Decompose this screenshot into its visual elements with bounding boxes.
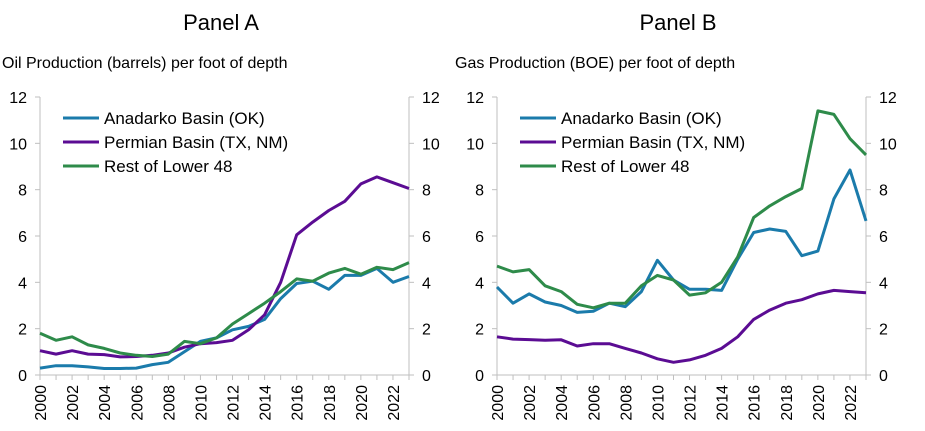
panel-b-legend-label: Rest of Lower 48 xyxy=(561,157,690,176)
panel-a-legend-label: Permian Basin (TX, NM) xyxy=(104,133,288,152)
panel-b-ytick-label-right: 10 xyxy=(879,136,897,153)
panel-b-xtick-label: 2008 xyxy=(618,385,635,421)
panel-b-series-anadarko-basin-ok xyxy=(495,168,868,314)
panel-a-xtick-label: 2010 xyxy=(193,385,210,421)
panel-b-ytick-label-left: 8 xyxy=(475,183,484,200)
panel-b-legend-label: Permian Basin (TX, NM) xyxy=(561,133,745,152)
panel-b-series-permian-basin-tx-nm xyxy=(496,288,867,364)
panel-a-subtitle: Oil Production (barrels) per foot of dep… xyxy=(2,55,287,72)
panel-a-legend-label: Anadarko Basin (OK) xyxy=(104,109,265,128)
panel-a-ytick-label-left: 10 xyxy=(9,136,27,153)
panel-b-ytick-label-left: 2 xyxy=(475,322,484,339)
panel-a-ytick-label-right: 8 xyxy=(422,183,431,200)
panel-a-ytick-label-left: 4 xyxy=(18,275,27,292)
panel-a-xtick-label: 2020 xyxy=(354,385,371,421)
panel-a-xtick-label: 2008 xyxy=(161,385,178,421)
panel-a-title: Panel A xyxy=(183,10,259,35)
panel-b-xtick-label: 2010 xyxy=(650,385,667,421)
panel-b-ytick-label-left: 4 xyxy=(475,275,484,292)
panel-b-xtick-label: 2022 xyxy=(843,385,860,421)
panel-b-xtick-label: 2020 xyxy=(811,385,828,421)
panel-a-ytick-label-right: 6 xyxy=(422,229,431,246)
panel-a-ytick-label-right: 4 xyxy=(422,275,431,292)
panel-b-xtick-label: 2014 xyxy=(715,385,732,421)
panel-b-xtick-label: 2012 xyxy=(683,385,700,421)
panel-b-xtick-label: 2018 xyxy=(779,385,796,421)
panel-a-ytick-label-right: 10 xyxy=(422,136,440,153)
panel-a-xtick-label: 2012 xyxy=(226,385,243,421)
panel-a-ytick-label-left: 0 xyxy=(18,368,27,385)
panel-b-xtick-label: 2004 xyxy=(554,385,571,421)
panel-b-ytick-label-right: 8 xyxy=(879,183,888,200)
panel-b-ytick-label-left: 10 xyxy=(466,136,484,153)
panel-a-ytick-label-right: 2 xyxy=(422,322,431,339)
panel-b-legend-label: Anadarko Basin (OK) xyxy=(561,109,722,128)
panel-b-title: Panel B xyxy=(639,10,716,35)
panel-a-xtick-label: 2000 xyxy=(33,385,50,421)
panel-b-series-rest-of-lower-48 xyxy=(496,109,868,310)
panel-a-xtick-label: 2006 xyxy=(129,385,146,421)
panel-a-ytick-label-left: 12 xyxy=(9,90,27,107)
panel-a-ytick-label-left: 8 xyxy=(18,183,27,200)
panel-b-ytick-label-left: 12 xyxy=(466,90,484,107)
panel-a-xtick-label: 2016 xyxy=(290,385,307,421)
panel-a-ytick-label-right: 12 xyxy=(422,90,440,107)
panel-b-ytick-label-right: 12 xyxy=(879,90,897,107)
panel-b-ytick-label-left: 6 xyxy=(475,229,484,246)
panel-a-ytick-label-left: 6 xyxy=(18,229,27,246)
panel-b: Panel B Gas Production (BOE) per foot of … xyxy=(455,10,897,421)
panel-a-xtick-label: 2018 xyxy=(322,385,339,421)
panel-b-xtick-label: 2016 xyxy=(747,385,764,421)
panel-a-series-permian-basin-tx-nm xyxy=(39,175,410,359)
panel-a-xtick-label: 2004 xyxy=(97,385,114,421)
panel-b-xtick-label: 2000 xyxy=(490,385,507,421)
panel-b-ytick-label-right: 2 xyxy=(879,322,888,339)
panel-a-legend-label: Rest of Lower 48 xyxy=(104,157,233,176)
panel-a: Panel A Oil Production (barrels) per foot… xyxy=(2,10,440,421)
panel-a-ytick-label-right: 0 xyxy=(422,368,431,385)
panel-b-subtitle: Gas Production (BOE) per foot of depth xyxy=(455,55,735,72)
panel-a-xtick-label: 2022 xyxy=(386,385,403,421)
panel-b-ytick-label-left: 0 xyxy=(475,368,484,385)
panel-b-ytick-label-right: 6 xyxy=(879,229,888,246)
panel-a-xtick-label: 2014 xyxy=(258,385,275,421)
panel-a-series-rest-of-lower-48 xyxy=(39,261,410,358)
panel-b-ytick-label-right: 4 xyxy=(879,275,888,292)
panel-b-xtick-label: 2006 xyxy=(586,385,603,421)
panel-a-ytick-label-left: 2 xyxy=(18,322,27,339)
panel-a-series-anadarko-basin-ok xyxy=(39,266,410,370)
panel-b-xtick-label: 2002 xyxy=(522,385,539,421)
panel-a-xtick-label: 2002 xyxy=(65,385,82,421)
panel-b-ytick-label-right: 0 xyxy=(879,368,888,385)
